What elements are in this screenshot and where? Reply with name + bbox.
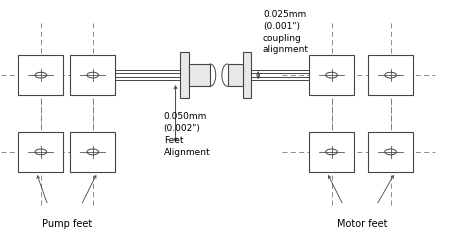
Text: Pump feet: Pump feet [42, 219, 92, 229]
Bar [368, 132, 413, 172]
Bar [18, 55, 64, 95]
Bar [309, 132, 354, 172]
Bar [18, 132, 64, 172]
Text: 0.050mm
(0.002")
Feet
Alignment: 0.050mm (0.002") Feet Alignment [164, 112, 210, 157]
Bar [180, 52, 189, 98]
Text: Motor feet: Motor feet [337, 219, 387, 229]
Bar [368, 55, 413, 95]
Bar [189, 64, 210, 86]
Bar [228, 64, 243, 86]
Text: 0.025mm
(0.001")
coupling
alignment: 0.025mm (0.001") coupling alignment [263, 10, 309, 54]
Bar [309, 55, 354, 95]
Bar [71, 55, 115, 95]
Bar [71, 132, 115, 172]
Bar [243, 52, 251, 98]
